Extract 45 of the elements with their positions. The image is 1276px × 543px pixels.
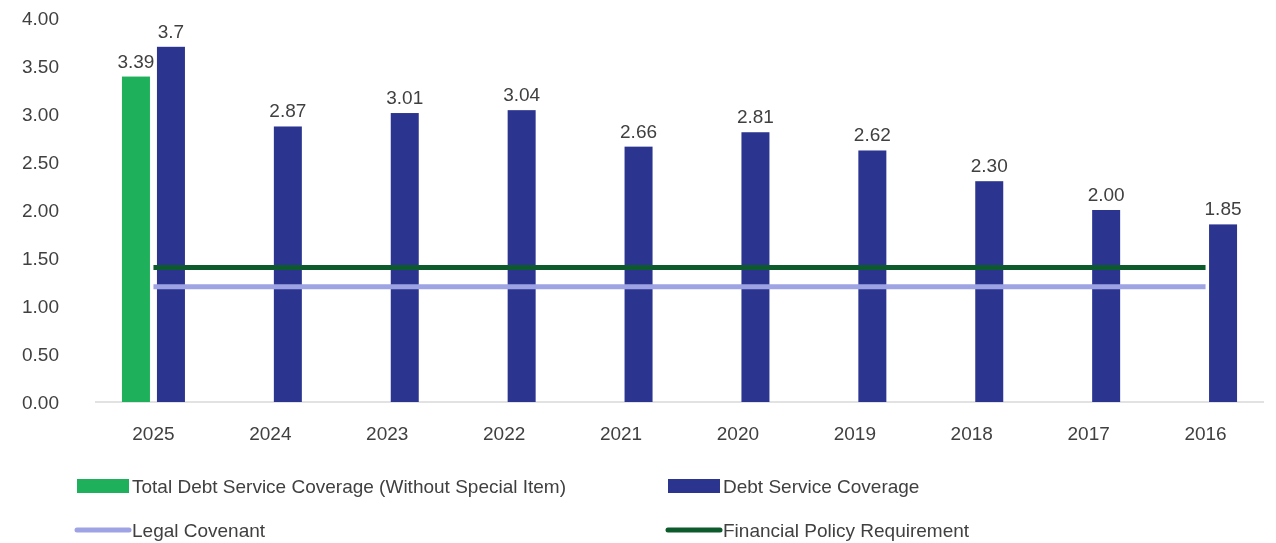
bar: [156, 46, 185, 402]
y-tick-label: 4.00: [22, 7, 59, 29]
y-tick-label: 2.00: [22, 199, 59, 221]
legend-label: Legal Covenant: [132, 519, 266, 541]
data-label: 2.66: [620, 120, 658, 142]
y-tick-label: 2.50: [22, 151, 59, 173]
data-label: 2.81: [736, 106, 774, 128]
bar: [624, 146, 653, 402]
legend-label: Total Debt Service Coverage (Without Special Item): [132, 475, 567, 497]
data-label: 3.7: [157, 20, 185, 42]
bar: [273, 126, 302, 402]
data-label: 2.87: [269, 100, 307, 122]
bar: [121, 76, 150, 402]
data-label: 2.00: [1087, 184, 1125, 205]
data-label: 3.39: [117, 50, 155, 72]
bar: [507, 110, 536, 402]
bar: [390, 113, 419, 402]
data-label: 3.01: [386, 87, 424, 109]
data-label: 1.85: [1204, 198, 1242, 220]
data-label: 2.30: [970, 155, 1008, 177]
y-tick-label: 0.00: [22, 391, 59, 413]
x-tick-label: 2016: [1184, 422, 1227, 444]
x-tick-label: 2019: [833, 422, 876, 444]
legend-label: Financial Policy Requirement: [723, 519, 970, 541]
y-tick-label: 0.50: [22, 343, 59, 365]
legend-label: Debt Service Coverage: [723, 475, 920, 497]
bar: [858, 150, 887, 402]
y-tick-label: 1.50: [22, 247, 59, 269]
data-label: 2.62: [853, 124, 891, 146]
y-tick-label: 3.50: [22, 55, 59, 77]
x-tick-label: 2021: [599, 422, 643, 444]
x-tick-label: 2022: [483, 422, 526, 444]
bar: [741, 132, 770, 402]
x-tick-label: 2018: [950, 422, 993, 444]
bar: [1209, 224, 1238, 402]
x-tick-label: 2025: [132, 422, 175, 444]
data-label: 3.04: [503, 84, 541, 106]
y-tick-label: 3.00: [22, 103, 59, 125]
bar: [975, 181, 1004, 402]
y-tick-label: 1.00: [22, 295, 59, 317]
x-tick-label: 2024: [249, 422, 292, 444]
bar: [1092, 210, 1121, 402]
x-tick-label: 2017: [1067, 422, 1110, 444]
x-tick-label: 2020: [716, 422, 760, 444]
x-tick-label: 2023: [366, 422, 409, 444]
